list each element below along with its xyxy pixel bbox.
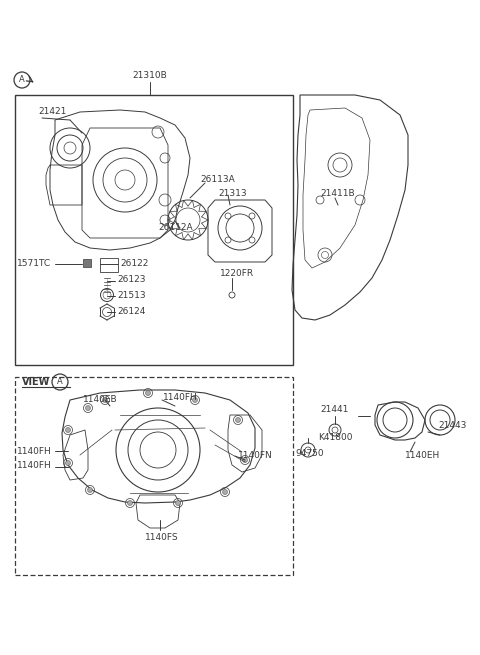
Circle shape [192, 398, 197, 403]
Text: 1220FR: 1220FR [220, 269, 254, 278]
Text: 1140FS: 1140FS [145, 533, 179, 542]
Circle shape [242, 457, 248, 462]
Text: 21441: 21441 [320, 405, 348, 415]
Circle shape [128, 500, 132, 506]
Text: 21421: 21421 [38, 107, 66, 117]
Circle shape [85, 405, 91, 411]
Circle shape [145, 390, 151, 396]
Text: 21313: 21313 [218, 189, 247, 198]
Text: 21411B: 21411B [320, 189, 355, 198]
Bar [15, 377, 293, 575]
Bar [100, 258, 118, 272]
Circle shape [65, 460, 71, 466]
Text: 26113A: 26113A [200, 176, 235, 185]
Text: 26122: 26122 [120, 259, 148, 267]
Text: 1140EH: 1140EH [405, 451, 440, 460]
Text: 26112A: 26112A [158, 223, 192, 233]
Circle shape [176, 500, 180, 506]
Text: VIEW: VIEW [22, 377, 50, 387]
Text: 1140EB: 1140EB [83, 394, 118, 403]
Circle shape [236, 417, 240, 422]
Text: 1140FH: 1140FH [17, 462, 52, 470]
Text: A: A [57, 377, 63, 386]
Circle shape [87, 487, 93, 493]
Text: 1571TC: 1571TC [17, 259, 51, 267]
Circle shape [223, 489, 228, 495]
Bar [83, 259, 91, 267]
Text: 26124: 26124 [117, 307, 145, 316]
Circle shape [65, 428, 71, 432]
Bar [15, 95, 293, 365]
Text: 21443: 21443 [438, 421, 467, 430]
Text: A: A [19, 75, 25, 84]
Text: 1140FH: 1140FH [163, 392, 198, 402]
Text: K41800: K41800 [318, 434, 352, 443]
Text: 21310B: 21310B [132, 71, 168, 79]
Circle shape [103, 398, 108, 403]
Text: 21513: 21513 [117, 291, 145, 299]
Text: 1140FN: 1140FN [238, 451, 273, 460]
Text: 94750: 94750 [295, 449, 324, 457]
Text: 26123: 26123 [117, 276, 145, 284]
Text: 1140FH: 1140FH [17, 447, 52, 455]
